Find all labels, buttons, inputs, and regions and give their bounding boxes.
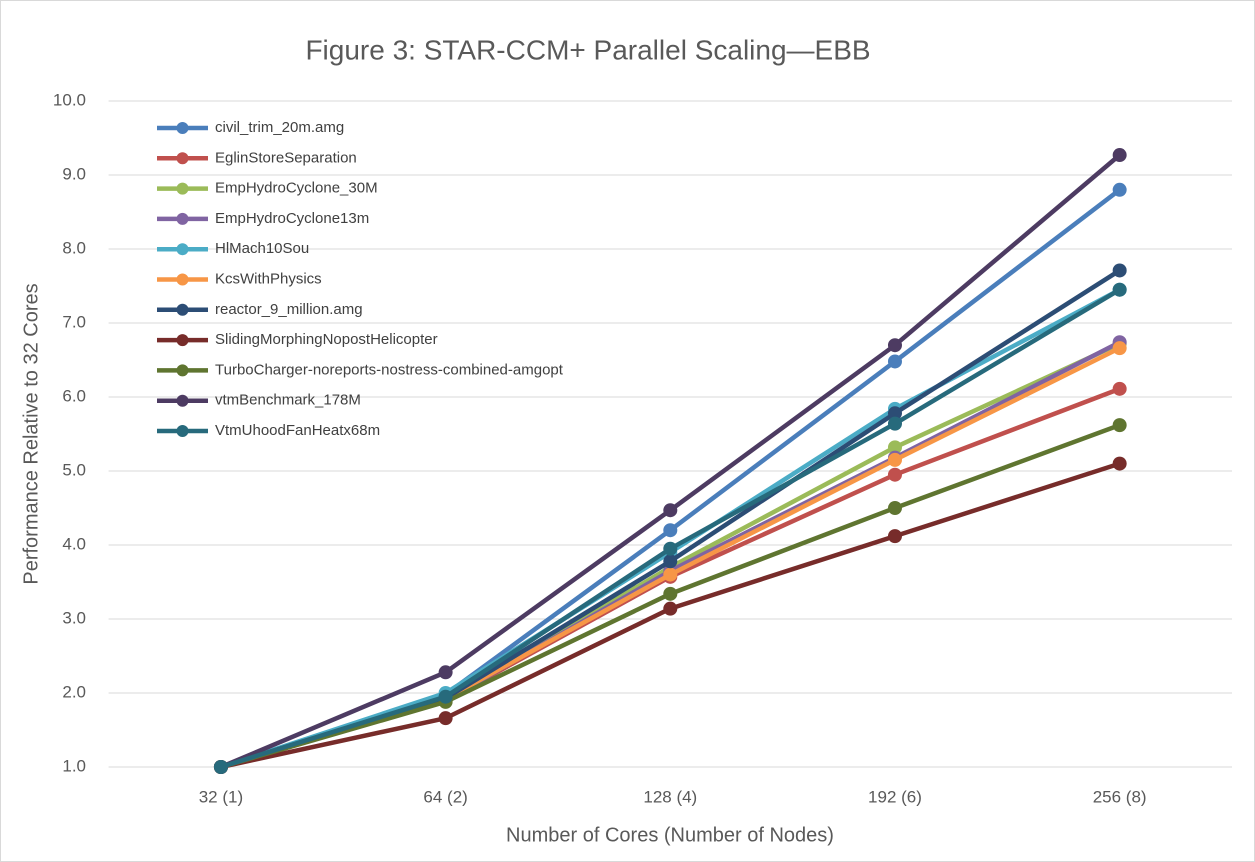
data-point xyxy=(887,406,902,421)
x-tick-label: 192 (6) xyxy=(868,787,922,806)
legend-label: KcsWithPhysics xyxy=(215,270,322,287)
data-point xyxy=(663,567,678,582)
data-point xyxy=(1112,263,1127,278)
y-tick-label: 3.0 xyxy=(62,608,86,627)
legend-marker xyxy=(176,152,189,165)
legend-label: vtmBenchmark_178M xyxy=(215,392,361,409)
legend-label: HlMach10Sou xyxy=(215,240,309,257)
data-point xyxy=(1112,381,1127,396)
y-tick-label: 5.0 xyxy=(62,460,86,479)
data-point xyxy=(887,338,902,353)
legend-marker xyxy=(176,334,189,347)
y-tick-label: 2.0 xyxy=(62,682,86,701)
x-tick-label: 32 (1) xyxy=(199,787,243,806)
data-point xyxy=(887,416,902,431)
data-point xyxy=(438,711,453,726)
legend-label: EglinStoreSeparation xyxy=(215,149,357,166)
data-point xyxy=(663,601,678,616)
legend-label: EmpHydroCyclone13m xyxy=(215,210,369,227)
legend-label: TurboCharger-noreports-nostress-combined… xyxy=(215,361,564,378)
legend-marker xyxy=(176,212,189,225)
legend-label: VtmUhoodFanHeatx68m xyxy=(215,422,380,439)
y-tick-label: 8.0 xyxy=(62,238,86,257)
legend-marker xyxy=(176,122,189,134)
data-point xyxy=(663,554,678,569)
y-tick-label: 10.0 xyxy=(53,90,86,109)
data-point xyxy=(1112,341,1127,356)
y-tick-label: 1.0 xyxy=(62,756,86,775)
y-tick-label: 6.0 xyxy=(62,386,86,405)
data-point xyxy=(1112,182,1127,197)
x-axis-label: Number of Cores (Number of Nodes) xyxy=(506,824,834,846)
data-point xyxy=(438,665,453,680)
data-point xyxy=(887,501,902,515)
x-tick-label: 64 (2) xyxy=(423,787,467,806)
data-point xyxy=(1112,148,1127,163)
legend-label: reactor_9_million.amg xyxy=(215,301,363,318)
y-tick-label: 4.0 xyxy=(62,534,86,553)
data-point xyxy=(438,689,453,704)
y-tick-label: 9.0 xyxy=(62,164,86,183)
data-point xyxy=(1112,282,1127,297)
data-point xyxy=(663,503,678,518)
data-point xyxy=(887,354,902,369)
legend-marker xyxy=(176,182,189,195)
legend-marker xyxy=(176,425,189,437)
legend-marker xyxy=(176,303,189,316)
data-point xyxy=(887,452,902,467)
legend-label: SlidingMorphingNopostHelicopter xyxy=(215,331,438,348)
legend-label: civil_trim_20m.amg xyxy=(215,119,344,136)
x-tick-label: 256 (8) xyxy=(1093,787,1147,806)
data-point xyxy=(887,529,902,544)
data-point xyxy=(663,586,678,601)
data-point xyxy=(1112,418,1127,433)
legend-marker xyxy=(176,394,189,407)
legend-marker xyxy=(176,273,189,286)
chart-title: Figure 3: STAR-CCM+ Parallel Scaling—EBB xyxy=(305,34,870,65)
data-point xyxy=(887,467,902,482)
data-point xyxy=(663,541,678,556)
data-point xyxy=(1112,456,1127,471)
y-tick-label: 7.0 xyxy=(62,312,86,331)
data-point xyxy=(887,440,902,455)
data-point xyxy=(213,760,228,774)
legend-marker xyxy=(176,364,189,377)
y-axis-label: Performance Relative to 32 Cores xyxy=(20,283,42,584)
x-tick-label: 128 (4) xyxy=(643,787,697,806)
legend-label: EmpHydroCyclone_30M xyxy=(215,180,378,197)
legend-marker xyxy=(176,243,189,256)
data-point xyxy=(663,523,678,538)
